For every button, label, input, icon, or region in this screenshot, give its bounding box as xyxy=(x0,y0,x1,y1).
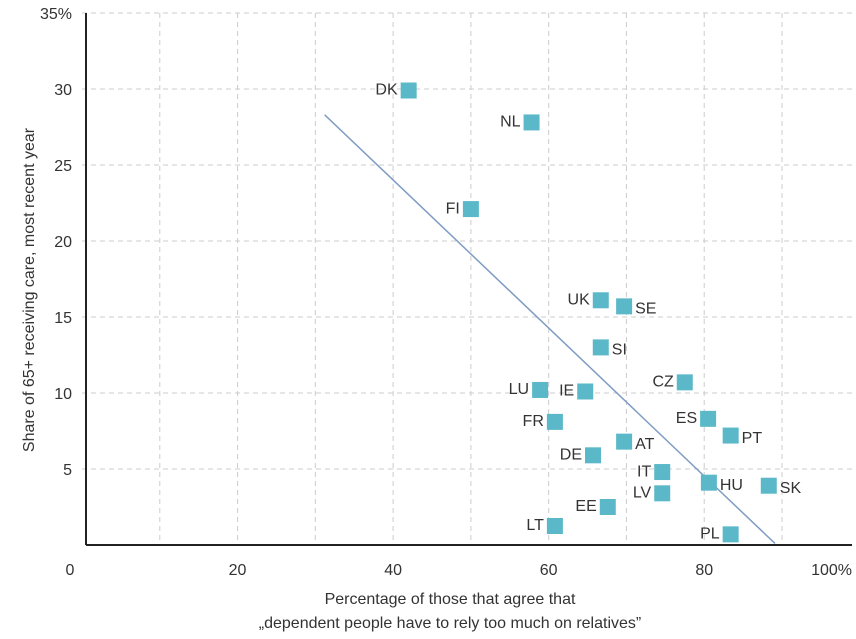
point-label: DK xyxy=(375,82,398,99)
point xyxy=(616,298,633,315)
point-label: UK xyxy=(568,291,591,308)
point xyxy=(676,374,693,391)
point-label: FI xyxy=(446,200,460,217)
y-tick-label: 35% xyxy=(40,6,72,23)
point xyxy=(654,485,671,502)
point xyxy=(592,292,609,309)
x-axis-title: „dependent people have to rely too much … xyxy=(259,615,641,632)
point xyxy=(599,499,616,515)
point-label: PT xyxy=(742,430,763,447)
point xyxy=(523,114,540,131)
point-label: CZ xyxy=(652,374,674,391)
point-label: SK xyxy=(780,480,802,497)
point xyxy=(592,339,609,356)
point-label: DE xyxy=(560,447,582,464)
point-label: AT xyxy=(635,436,654,453)
trend-line xyxy=(324,114,776,545)
point xyxy=(546,518,563,534)
point-label: IE xyxy=(559,383,574,400)
point-label: ES xyxy=(676,410,697,427)
point-label: SE xyxy=(635,301,656,318)
x-tick-label: 0 xyxy=(66,562,75,579)
y-axis-title: Share of 65+ receiving care, most recent… xyxy=(21,127,38,452)
point xyxy=(462,201,479,218)
x-tick-label: 40 xyxy=(384,562,402,579)
y-tick-label: 5 xyxy=(63,462,72,479)
y-tick-label: 25 xyxy=(54,158,72,175)
point xyxy=(700,410,717,427)
x-tick-label: 20 xyxy=(229,562,247,579)
point xyxy=(585,447,601,464)
point xyxy=(700,474,717,491)
point-label: IT xyxy=(637,463,651,480)
point xyxy=(400,82,417,99)
point xyxy=(532,381,549,398)
point xyxy=(722,526,739,543)
point-label: NL xyxy=(500,114,521,131)
y-tick-label: 30 xyxy=(54,82,72,99)
x-axis-title: Percentage of those that agree that xyxy=(325,591,576,608)
y-tick-label: 20 xyxy=(54,234,72,251)
point-label: PL xyxy=(700,526,720,543)
point-label: SI xyxy=(612,342,627,359)
x-tick-label: 100% xyxy=(811,562,852,579)
point-label: FR xyxy=(523,413,544,430)
point-label: LV xyxy=(633,485,652,502)
point xyxy=(654,464,671,481)
point xyxy=(546,413,563,430)
point xyxy=(722,427,739,444)
y-tick-label: 15 xyxy=(54,310,72,327)
x-tick-label: 80 xyxy=(695,562,713,579)
point xyxy=(616,433,633,450)
point-label: LU xyxy=(509,381,529,398)
y-tick-label: 10 xyxy=(54,386,72,403)
point-label: HU xyxy=(720,477,743,494)
point-label: EE xyxy=(575,498,596,515)
point xyxy=(577,383,594,400)
x-tick-label: 60 xyxy=(540,562,558,579)
point xyxy=(760,477,777,494)
point-label: LT xyxy=(526,517,544,534)
